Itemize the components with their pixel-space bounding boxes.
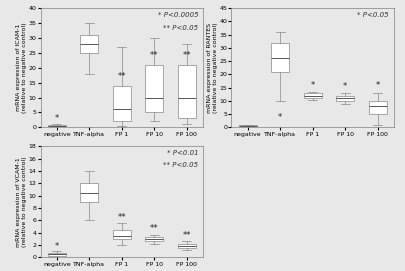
Text: *: * [375,81,379,90]
PathPatch shape [335,96,353,101]
Text: * P<0.0005: * P<0.0005 [157,12,198,18]
Text: **: ** [117,72,126,81]
PathPatch shape [145,237,163,241]
Text: *: * [55,242,59,251]
PathPatch shape [238,125,256,127]
Y-axis label: mRNA expression of VCAM-1
(relative to negative control): mRNA expression of VCAM-1 (relative to n… [16,157,27,247]
Text: *: * [277,113,281,122]
Text: *: * [310,81,314,90]
Text: *: * [342,82,346,91]
Text: **: ** [150,224,158,233]
PathPatch shape [177,65,195,118]
PathPatch shape [80,183,98,202]
PathPatch shape [271,43,288,72]
PathPatch shape [80,35,98,53]
PathPatch shape [145,65,163,112]
PathPatch shape [48,253,66,256]
PathPatch shape [113,230,130,239]
Text: **: ** [117,213,126,222]
PathPatch shape [113,86,130,121]
Text: *: * [55,114,59,123]
Y-axis label: mRNA expression of ICAM-1
(relative to negative control): mRNA expression of ICAM-1 (relative to n… [16,22,27,113]
PathPatch shape [48,125,66,127]
Y-axis label: mRNA expression of RANTES
(relative to negative control): mRNA expression of RANTES (relative to n… [207,22,217,113]
Text: ** P<0.05: ** P<0.05 [162,162,198,168]
Text: * P<0.01: * P<0.01 [166,150,198,156]
Text: **: ** [182,231,190,240]
Text: * P<0.05: * P<0.05 [356,12,388,18]
Text: **: ** [182,51,190,60]
Text: ** P<0.05: ** P<0.05 [162,25,198,31]
PathPatch shape [177,244,195,248]
Text: **: ** [150,51,158,60]
PathPatch shape [368,101,386,114]
PathPatch shape [303,93,321,98]
